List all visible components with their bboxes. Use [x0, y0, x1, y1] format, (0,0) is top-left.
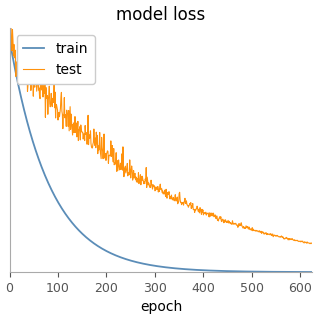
- test: [48, 102, 52, 106]
- train: [312, 270, 316, 274]
- test: [309, 241, 313, 245]
- train: [309, 270, 313, 274]
- test: [190, 204, 194, 207]
- Line: train: train: [10, 40, 314, 272]
- test: [260, 231, 263, 235]
- test: [85, 142, 89, 146]
- train: [234, 269, 238, 273]
- X-axis label: epoch: epoch: [140, 300, 182, 315]
- train: [8, 38, 12, 42]
- Line: test: test: [10, 28, 314, 244]
- train: [259, 270, 263, 274]
- train: [85, 236, 89, 240]
- train: [189, 268, 193, 271]
- train: [47, 183, 51, 187]
- Title: model loss: model loss: [116, 5, 206, 24]
- test: [311, 242, 315, 246]
- test: [9, 26, 13, 29]
- test: [8, 36, 12, 40]
- Legend: train, test: train, test: [17, 35, 95, 84]
- test: [312, 242, 316, 246]
- test: [235, 223, 238, 227]
